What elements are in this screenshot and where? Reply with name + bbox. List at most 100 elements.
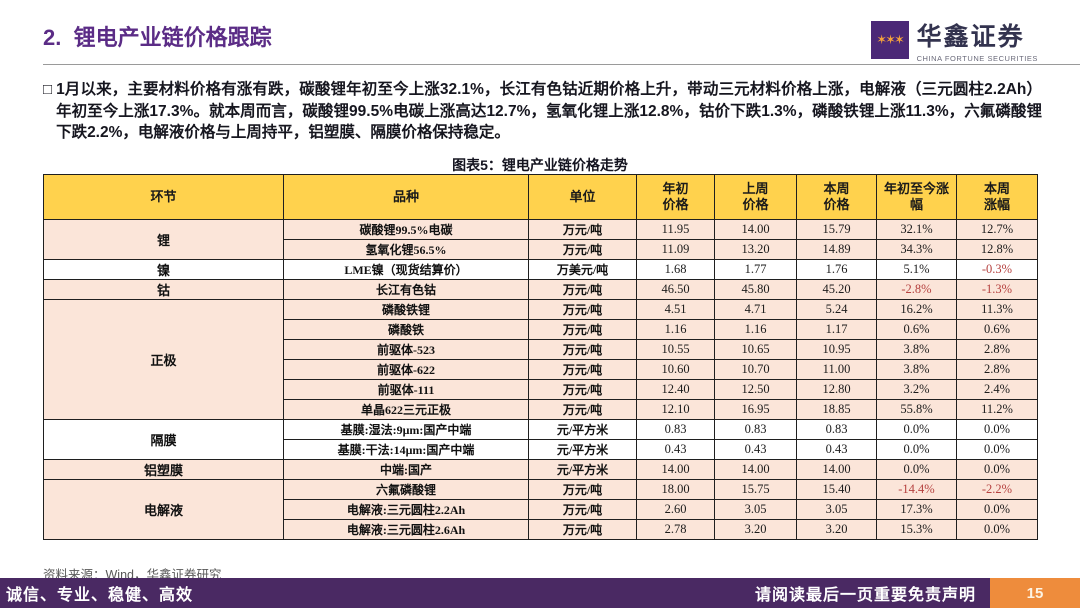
segment-cell: 电解液: [43, 479, 284, 540]
company-logo: ✶✶✶ 华鑫证券 CHINA FORTUNE SECURITIES: [870, 17, 1038, 63]
value-cell: 4.51: [636, 299, 715, 320]
col-header-unit: 单位: [528, 174, 637, 220]
value-cell: 0.0%: [956, 499, 1038, 520]
variety-cell: 基膜:湿法:9μm:国产中端: [283, 419, 529, 440]
value-cell: 1.68: [636, 259, 715, 280]
col-header-ytd-change: 年初至今涨 幅: [876, 174, 957, 220]
company-name-en: CHINA FORTUNE SECURITIES: [916, 54, 1038, 63]
value-cell: 11.3%: [956, 299, 1038, 320]
value-cell: 1.16: [714, 319, 797, 340]
price-table: 环节 品种 单位 年初 价格 上周 价格 本周 价格 年初至今涨 幅 本周 涨幅…: [43, 174, 1038, 540]
company-logo-icon: ✶✶✶: [870, 21, 909, 59]
value-cell: 12.8%: [956, 239, 1038, 260]
value-cell: 0.6%: [876, 319, 957, 340]
unit-cell: 元/平方米: [528, 459, 637, 480]
summary-text: 1月以来，主要材料价格有涨有跌，碳酸锂年初至今上涨32.1%，长江有色钴近期价格…: [56, 81, 1042, 141]
value-cell: 15.40: [796, 479, 877, 500]
value-cell: 11.00: [796, 359, 877, 380]
value-cell: 2.8%: [956, 339, 1038, 360]
value-cell: 0.43: [636, 439, 715, 460]
value-cell: -2.8%: [876, 279, 957, 300]
value-cell: 17.3%: [876, 499, 957, 520]
square-bullet-icon: □: [43, 81, 53, 98]
value-cell: 0.0%: [876, 439, 957, 460]
value-cell: 14.00: [796, 459, 877, 480]
value-cell: -14.4%: [876, 479, 957, 500]
company-name: 华鑫证券: [916, 24, 1025, 51]
value-cell: 0.83: [714, 419, 797, 440]
variety-cell: 中端:国产: [283, 459, 529, 480]
unit-cell: 万元/吨: [528, 379, 637, 400]
value-cell: 2.78: [636, 519, 715, 540]
value-cell: 1.16: [636, 319, 715, 340]
value-cell: 0.0%: [956, 519, 1038, 540]
value-cell: 2.60: [636, 499, 715, 520]
footer-slogan: 诚信、专业、稳健、高效: [6, 587, 194, 604]
value-cell: 45.80: [714, 279, 797, 300]
value-cell: 12.10: [636, 399, 715, 420]
price-row: 电解液:三元圆柱2.2Ah 万元/吨 2.60 3.05 3.05 17.3% 0.0%: [44, 499, 1038, 520]
segment-cell: 镍: [43, 259, 284, 280]
value-cell: 1.76: [796, 259, 877, 280]
col-header-start-price: 年初 价格: [636, 174, 715, 220]
value-cell: 14.89: [796, 239, 877, 260]
variety-cell: 前驱体-622: [283, 359, 529, 380]
value-cell: 32.1%: [876, 219, 957, 240]
value-cell: 10.95: [796, 339, 877, 360]
variety-cell: 六氟磷酸锂: [283, 479, 529, 500]
variety-cell: 单晶622三元正极: [283, 399, 529, 420]
unit-cell: 万元/吨: [528, 339, 637, 360]
value-cell: 14.00: [636, 459, 715, 480]
price-row: 铝塑膜 中端:国产 元/平方米 14.00 14.00 14.00 0.0% 0.0%: [43, 459, 1038, 480]
unit-cell: 万美元/吨: [528, 259, 637, 280]
variety-cell: 电解液:三元圆柱2.2Ah: [283, 499, 529, 520]
value-cell: 0.0%: [876, 419, 957, 440]
value-cell: 0.43: [714, 439, 797, 460]
variety-cell: 碳酸锂99.5%电碳: [283, 219, 529, 240]
value-cell: 13.20: [714, 239, 797, 260]
price-row: 单晶622三元正极 万元/吨 12.10 16.95 18.85 55.8% 11.2%: [44, 399, 1038, 420]
value-cell: 3.8%: [876, 359, 957, 380]
footer-disclaimer: 请阅读最后一页重要免责声明: [754, 587, 976, 604]
price-row: 氢氧化锂56.5% 万元/吨 11.09 13.20 14.89 34.3% 12.8%: [44, 239, 1038, 260]
col-header-thisweek-price: 本周 价格: [796, 174, 877, 220]
variety-cell: 磷酸铁锂: [283, 299, 529, 320]
value-cell: 10.65: [714, 339, 797, 360]
value-cell: 11.95: [636, 219, 715, 240]
table-caption: 图表5：锂电产业链价格走势: [452, 157, 628, 173]
value-cell: 0.6%: [956, 319, 1038, 340]
col-header-variety: 品种: [283, 174, 529, 220]
value-cell: 34.3%: [876, 239, 957, 260]
segment-cell: 正极: [43, 299, 284, 420]
value-cell: -0.3%: [956, 259, 1038, 280]
value-cell: 3.20: [714, 519, 797, 540]
unit-cell: 元/平方米: [528, 419, 637, 440]
variety-cell: 氢氧化锂56.5%: [283, 239, 529, 260]
variety-cell: 电解液:三元圆柱2.6Ah: [283, 519, 529, 540]
table-header-row: 环节 品种 单位 年初 价格 上周 价格 本周 价格 年初至今涨 幅 本周 涨幅: [43, 174, 1038, 220]
value-cell: 10.70: [714, 359, 797, 380]
unit-cell: 万元/吨: [528, 519, 637, 540]
value-cell: 3.05: [714, 499, 797, 520]
page-title: 2. 锂电产业链价格跟踪: [43, 25, 272, 50]
value-cell: 5.1%: [876, 259, 957, 280]
value-cell: 45.20: [796, 279, 877, 300]
value-cell: -1.3%: [956, 279, 1038, 300]
price-row: 前驱体-523 万元/吨 10.55 10.65 10.95 3.8% 2.8%: [44, 339, 1038, 360]
value-cell: 3.8%: [876, 339, 957, 360]
unit-cell: 万元/吨: [528, 219, 637, 240]
value-cell: 15.79: [796, 219, 877, 240]
value-cell: 0.43: [796, 439, 877, 460]
segment-cell: 隔膜: [43, 419, 284, 460]
value-cell: 0.83: [796, 419, 877, 440]
value-cell: 5.24: [796, 299, 877, 320]
col-header-lastweek-price: 上周 价格: [714, 174, 797, 220]
value-cell: 12.7%: [956, 219, 1038, 240]
price-row: 隔膜 基膜:湿法:9μm:国产中端 元/平方米 0.83 0.83 0.83 0.0% 0.0…: [43, 419, 1038, 460]
summary-paragraph: □ 1月以来，主要材料价格有涨有跌，碳酸锂年初至今上涨32.1%，长江有色钴近期…: [43, 79, 1042, 144]
value-cell: 15.75: [714, 479, 797, 500]
value-cell: 18.85: [796, 399, 877, 420]
value-cell: 3.2%: [876, 379, 957, 400]
unit-cell: 万元/吨: [528, 279, 637, 300]
variety-cell: LME镍（现货结算价）: [283, 259, 529, 280]
